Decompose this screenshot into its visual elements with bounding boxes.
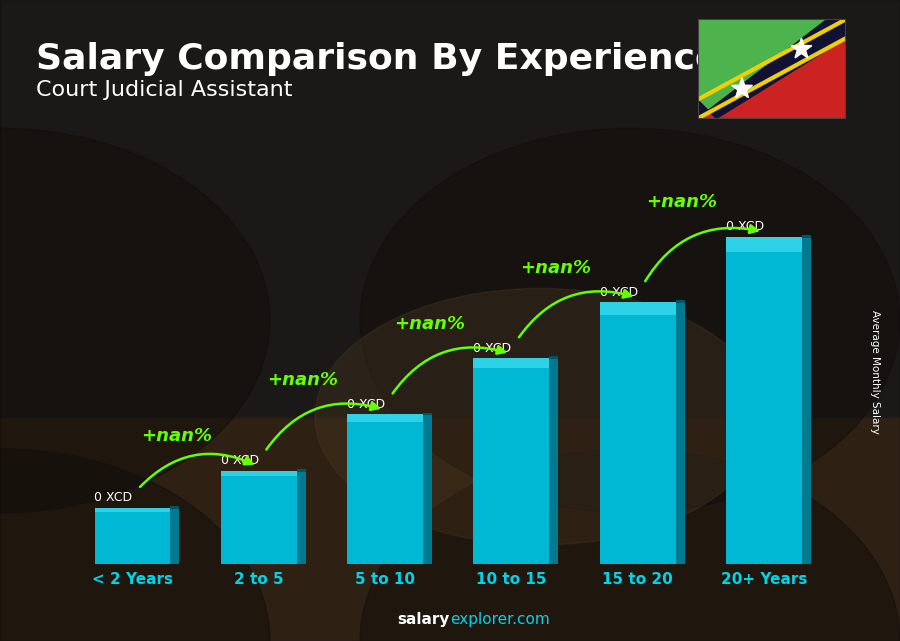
Bar: [473, 358, 549, 564]
Text: 0 XCD: 0 XCD: [347, 397, 385, 411]
Text: +nan%: +nan%: [141, 427, 212, 445]
Bar: [347, 415, 423, 422]
Text: Average Monthly Salary: Average Monthly Salary: [869, 310, 880, 434]
Text: +nan%: +nan%: [646, 193, 717, 211]
Bar: [423, 415, 432, 564]
Bar: [726, 237, 802, 252]
Bar: [347, 415, 423, 564]
Bar: [94, 508, 170, 512]
Text: Salary Comparison By Experience: Salary Comparison By Experience: [36, 42, 719, 76]
Text: +nan%: +nan%: [393, 315, 464, 333]
Bar: [297, 470, 306, 564]
Polygon shape: [698, 19, 846, 119]
Bar: [802, 235, 811, 238]
Text: 0 XCD: 0 XCD: [220, 454, 259, 467]
Bar: [599, 303, 676, 315]
Text: +nan%: +nan%: [267, 370, 338, 388]
FancyArrowPatch shape: [519, 290, 631, 337]
Ellipse shape: [315, 288, 765, 545]
Text: 0 XCD: 0 XCD: [94, 491, 132, 504]
Bar: [423, 413, 432, 415]
Ellipse shape: [360, 128, 900, 513]
Polygon shape: [698, 19, 846, 119]
Polygon shape: [732, 78, 752, 97]
Text: +nan%: +nan%: [520, 258, 591, 276]
Bar: [94, 508, 170, 564]
Bar: [726, 237, 802, 564]
Bar: [220, 470, 297, 564]
Text: explorer.com: explorer.com: [450, 612, 550, 627]
Ellipse shape: [0, 128, 270, 513]
Bar: [0, 417, 900, 641]
Bar: [549, 356, 558, 360]
FancyArrowPatch shape: [266, 403, 379, 449]
Text: salary: salary: [398, 612, 450, 627]
Bar: [0, 0, 900, 417]
Polygon shape: [698, 19, 846, 119]
Bar: [473, 358, 549, 369]
FancyArrowPatch shape: [392, 346, 505, 394]
FancyArrowPatch shape: [645, 225, 758, 281]
Text: 0 XCD: 0 XCD: [726, 220, 764, 233]
Bar: [599, 303, 676, 564]
Bar: [220, 470, 297, 476]
Bar: [549, 358, 558, 564]
Polygon shape: [791, 38, 812, 58]
Text: 0 XCD: 0 XCD: [599, 285, 638, 299]
Ellipse shape: [360, 449, 900, 641]
FancyArrowPatch shape: [140, 454, 252, 487]
Bar: [676, 303, 685, 564]
Text: Court Judicial Assistant: Court Judicial Assistant: [36, 80, 292, 100]
Bar: [297, 469, 306, 472]
Text: 0 XCD: 0 XCD: [473, 342, 511, 354]
Ellipse shape: [0, 449, 270, 641]
Bar: [170, 506, 179, 509]
Bar: [676, 301, 685, 303]
Bar: [170, 508, 179, 564]
Bar: [802, 237, 811, 564]
